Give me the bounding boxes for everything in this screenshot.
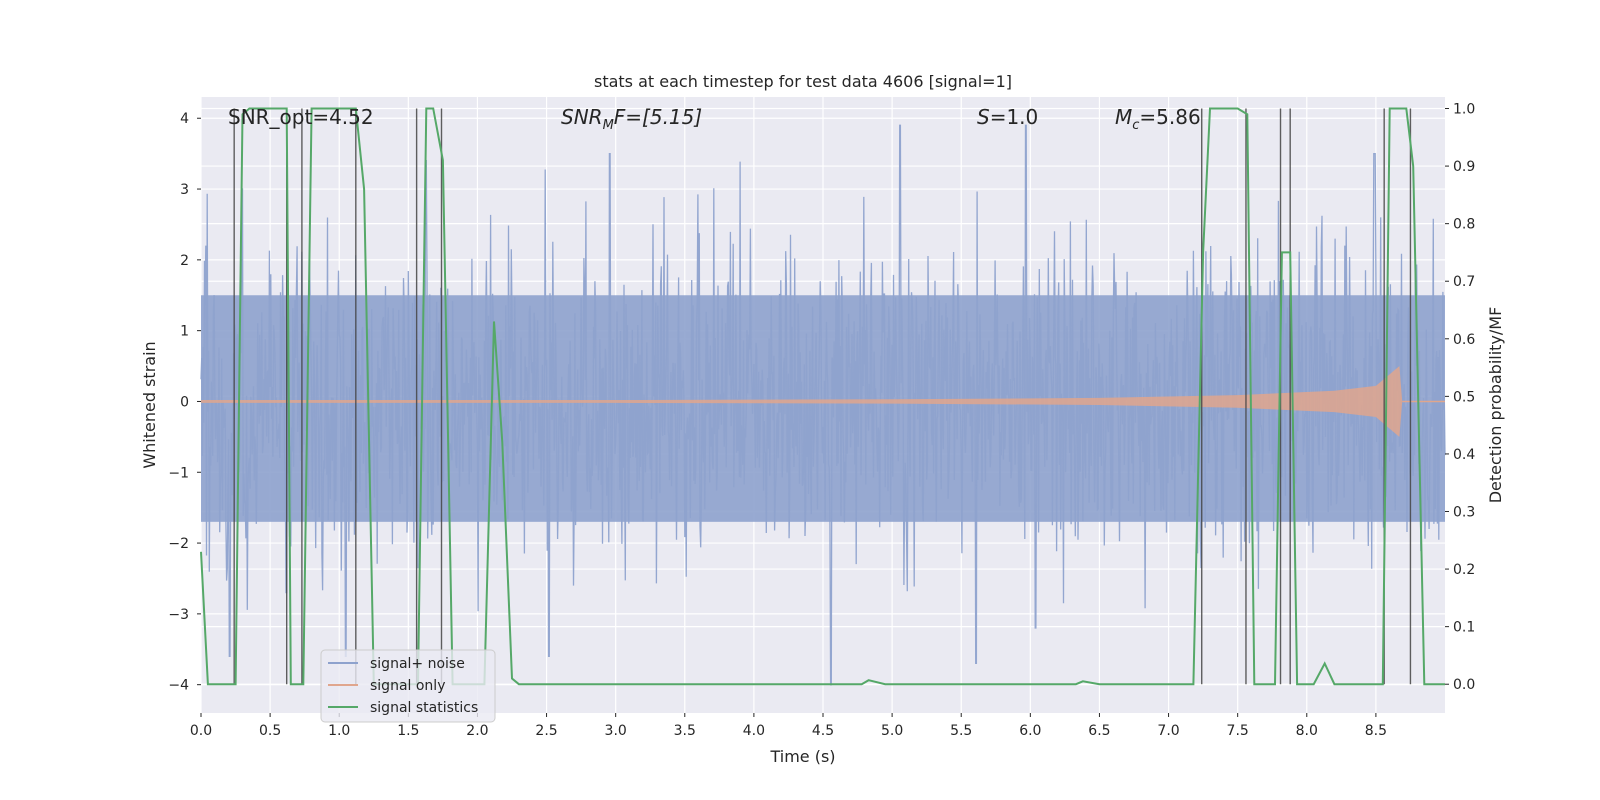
annotation-mc-rest: =5.86	[1139, 105, 1200, 129]
x-tick-label: 7.0	[1157, 723, 1179, 739]
annotation-mc: Mc=5.86	[1115, 105, 1201, 133]
statistics-line	[200, 107, 1445, 686]
annotation-s-main: S	[977, 105, 990, 129]
x-tick-label: 4.0	[743, 723, 765, 739]
y-tick-label: 4	[180, 111, 189, 127]
y2-tick-label: 0.7	[1453, 274, 1475, 290]
x-tick-label: 2.0	[466, 723, 488, 739]
noise-trace	[200, 124, 1446, 686]
x-tick-label: 8.5	[1365, 723, 1387, 739]
series-signal-statistics	[200, 107, 1445, 686]
x-tick-label: 3.0	[605, 723, 627, 739]
legend-label-signal-only: signal only	[370, 678, 445, 694]
legend-box	[320, 649, 496, 723]
x-tick-label: 5.5	[950, 723, 972, 739]
y2-tick-label: 1.0	[1453, 102, 1475, 118]
y-tick-label: 3	[180, 182, 189, 198]
y-tick-label: 1	[180, 324, 189, 340]
annotation-snr-mf-rest: F=[5.15]	[614, 105, 702, 129]
y2-axis-ticks: 1.0 0.9 0.8 0.7 0.6 0.5 0.4 0.3 0.2 0.1 0.0	[1445, 102, 1475, 693]
annotation-mc-main: M	[1115, 105, 1132, 129]
x-tick-label: 1.5	[397, 723, 419, 739]
legend-label-signal-noise: signal+ noise	[370, 656, 465, 672]
x-tick-label: 6.0	[1019, 723, 1041, 739]
signal-envelope	[201, 366, 1403, 437]
annotation-snr-mf: SNRMF=[5.15]	[561, 105, 702, 133]
x-tick-label: 0.0	[190, 723, 212, 739]
x-tick-label: 0.5	[259, 723, 281, 739]
y-tick-label: −3	[168, 607, 189, 623]
y-tick-label: −4	[168, 678, 189, 694]
x-tick-label: 3.5	[674, 723, 696, 739]
y2-tick-label: 0.9	[1453, 159, 1475, 175]
y2-tick-label: 0.5	[1453, 389, 1475, 405]
chart-title: stats at each timestep for test data 460…	[594, 72, 1012, 91]
annotation-snr-opt: SNR_opt=4.52	[228, 105, 374, 129]
y-tick-label: 0	[180, 394, 189, 410]
legend: signal+ noise signal only signal statist…	[320, 649, 496, 723]
y2-axis-label: Detection probability/MF	[1486, 307, 1505, 504]
x-tick-label: 1.0	[328, 723, 350, 739]
y-axis-label: Whitened strain	[140, 341, 159, 468]
x-axis-label: Time (s)	[769, 747, 835, 766]
y2-tick-label: 0.6	[1453, 332, 1475, 348]
x-tick-label: 4.5	[812, 723, 834, 739]
annotation-snr-mf-main: SNR	[561, 105, 603, 129]
x-tick-label: 2.5	[535, 723, 557, 739]
y-axis-ticks: 4 3 2 1 0 −1 −2 −3 −4	[168, 111, 201, 694]
x-axis-ticks: 0.0 0.5 1.0 1.5 2.0 2.5 3.0 3.5 4.0 4.5 5.0 5.5 6.0 6…	[190, 713, 1387, 739]
series-signal-noise	[200, 124, 1446, 686]
x-tick-label: 5.0	[881, 723, 903, 739]
y2-tick-label: 0.4	[1453, 447, 1475, 463]
series-signal-only	[201, 366, 1445, 437]
y-tick-label: −1	[168, 465, 189, 481]
y2-tick-label: 0.3	[1453, 505, 1475, 521]
annotation-s-rest: =1.0	[990, 105, 1039, 129]
x-tick-label: 7.5	[1227, 723, 1249, 739]
y-tick-label: −2	[168, 536, 189, 552]
annotation-mc-sub: c	[1132, 118, 1139, 133]
x-tick-label: 6.5	[1088, 723, 1110, 739]
y2-tick-label: 0.0	[1453, 677, 1475, 693]
y2-tick-label: 0.1	[1453, 620, 1475, 636]
y2-tick-label: 0.2	[1453, 562, 1475, 578]
annotation-s: S=1.0	[977, 105, 1038, 129]
x-tick-label: 8.0	[1296, 723, 1318, 739]
legend-label-signal-statistics: signal statistics	[370, 700, 478, 716]
y2-tick-label: 0.8	[1453, 217, 1475, 233]
y-tick-label: 2	[180, 253, 189, 269]
annotation-snr-mf-sub: M	[603, 118, 614, 133]
